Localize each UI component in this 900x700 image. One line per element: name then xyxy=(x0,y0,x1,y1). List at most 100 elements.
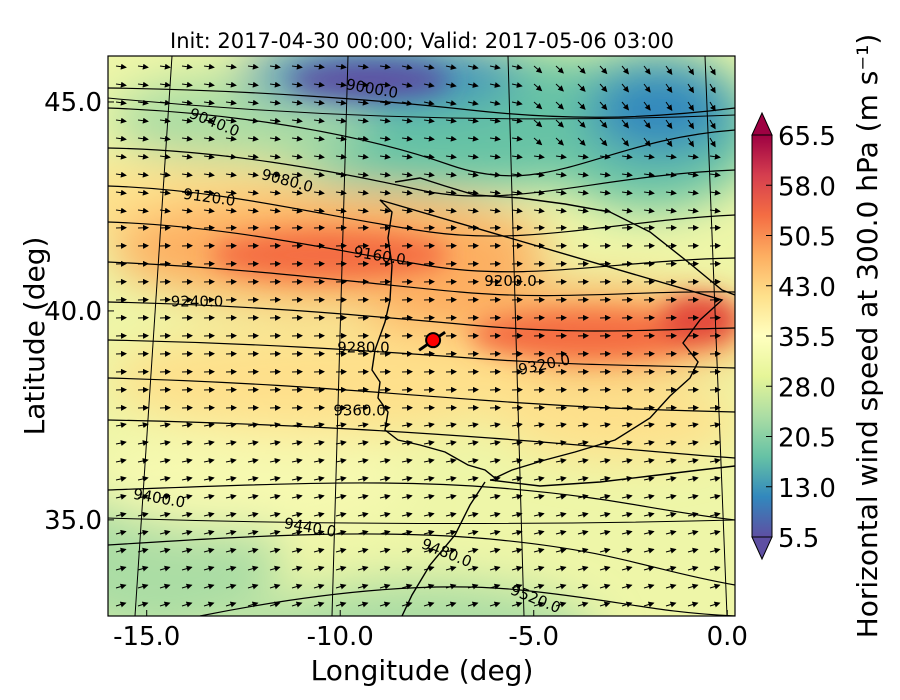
wind-vector xyxy=(687,119,695,130)
wind-vector xyxy=(159,511,171,518)
wind-vector xyxy=(687,458,699,464)
wind-vector xyxy=(269,117,281,124)
wind-vector xyxy=(247,171,259,178)
wind-vector xyxy=(379,601,391,608)
wind-vector xyxy=(313,440,325,446)
wind-vector xyxy=(137,583,149,590)
wind-vector xyxy=(709,83,716,94)
wind-vector xyxy=(379,529,391,536)
wind-vector xyxy=(511,135,523,142)
wind-vector xyxy=(203,135,215,142)
wind-vector xyxy=(357,207,369,214)
wind-vector xyxy=(225,117,237,124)
wind-vector xyxy=(225,529,237,536)
wind-vector xyxy=(181,207,193,214)
wind-vector xyxy=(159,153,171,160)
x-tick-label: -10.0 xyxy=(307,622,374,652)
wind-vector xyxy=(599,493,611,500)
wind-vector xyxy=(379,547,391,554)
wind-vector xyxy=(445,583,457,590)
wind-vector xyxy=(247,565,259,572)
wind-vector xyxy=(577,83,586,92)
wind-vector xyxy=(159,117,171,124)
wind-vector xyxy=(687,565,699,572)
wind-vector xyxy=(313,135,325,142)
wind-vector xyxy=(665,511,677,518)
wind-vector xyxy=(225,511,237,518)
wind-vector xyxy=(291,99,303,106)
wind-vector xyxy=(621,171,633,178)
wind-vector xyxy=(159,565,171,572)
wind-vector xyxy=(643,475,655,482)
wind-vector xyxy=(159,135,171,142)
wind-vector xyxy=(599,511,611,518)
wind-vector xyxy=(313,458,325,464)
wind-vector xyxy=(643,458,655,464)
wind-vector xyxy=(555,153,567,160)
wind-vector xyxy=(709,189,721,196)
wind-vector xyxy=(401,82,413,88)
wind-vector xyxy=(181,529,193,536)
wind-vector xyxy=(599,583,611,590)
wind-vector xyxy=(445,189,457,196)
wind-vector xyxy=(115,565,127,572)
wind-vector xyxy=(203,511,215,518)
wind-vector xyxy=(203,493,215,500)
wind-vector xyxy=(687,475,699,482)
wind-vector xyxy=(313,117,325,124)
wind-vector xyxy=(247,475,259,482)
wind-vector xyxy=(247,547,259,554)
wind-vector xyxy=(291,601,303,608)
wind-vector xyxy=(181,458,193,464)
wind-vector xyxy=(511,511,523,518)
wind-vector xyxy=(709,458,721,464)
wind-vector xyxy=(665,601,677,608)
wind-vector xyxy=(467,601,479,608)
wind-vector xyxy=(269,153,281,160)
wind-vector xyxy=(533,458,545,464)
wind-vector xyxy=(709,493,721,500)
wind-vector xyxy=(665,153,677,160)
wind-vector xyxy=(511,601,523,608)
wind-vector xyxy=(181,171,193,178)
wind-vector xyxy=(445,458,457,464)
wind-vector xyxy=(489,64,501,70)
wind-vector xyxy=(423,475,435,482)
wind-vector xyxy=(687,101,695,112)
wind-vector xyxy=(467,565,479,572)
wind-vector xyxy=(709,601,721,608)
wind-vector xyxy=(291,117,303,124)
wind-vector xyxy=(533,583,545,590)
wind-vector xyxy=(291,475,303,482)
wind-vector xyxy=(533,119,543,128)
wind-vector xyxy=(709,583,721,590)
wind-vector xyxy=(203,63,215,70)
wind-vector xyxy=(489,82,501,88)
wind-vector xyxy=(247,529,259,536)
colorbar-tick-label: 20.5 xyxy=(778,424,836,454)
wind-vector xyxy=(335,529,347,536)
colorbar-tick-label: 43.0 xyxy=(778,273,836,303)
wind-vector xyxy=(115,422,127,429)
wind-vector xyxy=(313,189,325,196)
wind-vector xyxy=(247,458,259,464)
wind-vector xyxy=(115,475,127,482)
wind-vector xyxy=(643,119,651,129)
wind-vector xyxy=(445,529,457,536)
wind-vector xyxy=(203,99,215,106)
wind-vector xyxy=(577,171,589,178)
wind-vector xyxy=(269,583,281,590)
wind-vector xyxy=(533,565,545,572)
wind-vector xyxy=(379,475,391,482)
wind-vector xyxy=(181,493,193,500)
y-axis-ticks: 45.0 40.0 35.0 xyxy=(44,88,114,536)
wind-vector xyxy=(379,565,391,572)
wind-vector xyxy=(269,493,281,500)
wind-vector xyxy=(489,135,501,142)
wind-vector xyxy=(445,422,457,429)
wind-vector xyxy=(247,511,259,518)
wind-vector xyxy=(687,137,695,148)
wind-vector xyxy=(401,171,413,178)
wind-vector xyxy=(621,422,633,429)
